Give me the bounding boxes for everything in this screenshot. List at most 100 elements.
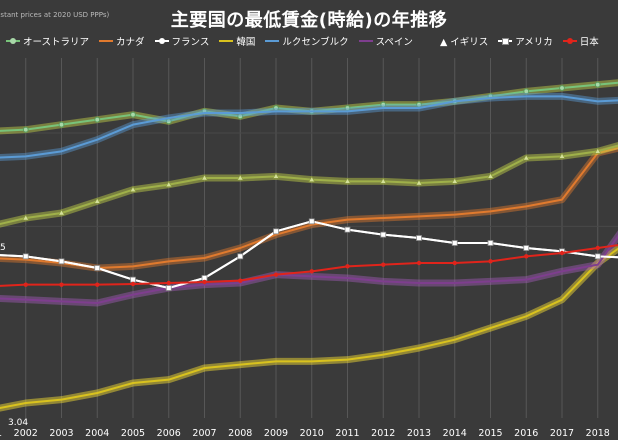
- series-glow: [0, 142, 618, 228]
- legend-swatch: [358, 40, 373, 42]
- x-tick-label: 2014: [443, 428, 467, 439]
- legend-item: スペイン: [358, 34, 413, 48]
- data-point: [381, 262, 386, 267]
- data-point: [308, 218, 315, 225]
- x-tick-label: 2016: [514, 428, 538, 439]
- data-point: [273, 272, 279, 277]
- data-point: [344, 226, 351, 233]
- data-point: [59, 282, 64, 287]
- chart-legend: オーストラリア カナダ フランス 韓国 ルクセンブルク スペイン ▲ イギリス アメリカ 日本: [6, 34, 618, 48]
- series-glow: [0, 92, 618, 162]
- data-point: [95, 282, 100, 287]
- x-tick-label: 2001: [0, 428, 2, 439]
- data-point: [22, 126, 29, 133]
- data-point: [451, 240, 458, 246]
- x-tick-label: 2011: [335, 428, 359, 439]
- data-point: [379, 177, 387, 184]
- data-point: [416, 260, 422, 266]
- data-point: [594, 147, 602, 154]
- annotation-label: 3.04: [8, 418, 28, 428]
- legend-item: 日本: [562, 34, 599, 48]
- data-point: [129, 186, 137, 192]
- data-point: [130, 281, 136, 287]
- x-tick-label: 2003: [49, 428, 73, 439]
- x-tick-label: 2017: [550, 428, 574, 439]
- data-point: [524, 254, 529, 259]
- x-tick-label: 2018: [586, 428, 610, 439]
- data-point: [487, 172, 494, 179]
- data-point: [94, 265, 101, 271]
- x-tick-label: 2004: [85, 428, 109, 439]
- legend-label: 韓国: [236, 37, 256, 48]
- series-3: [0, 244, 618, 412]
- data-point: [94, 116, 101, 123]
- data-point: [58, 258, 65, 265]
- data-point: [559, 250, 565, 256]
- data-point: [272, 172, 280, 179]
- legend-label: フランス: [171, 37, 210, 48]
- legend-item: カナダ: [99, 34, 145, 48]
- data-point: [415, 179, 423, 186]
- legend-swatch: [498, 38, 513, 45]
- data-point: [487, 240, 494, 246]
- data-point: [58, 121, 65, 128]
- data-point: [594, 253, 601, 260]
- data-point: [22, 214, 30, 221]
- legend-swatch: [562, 38, 577, 44]
- legend-label: 日本: [579, 37, 599, 48]
- data-point: [523, 88, 530, 95]
- data-point: [202, 279, 207, 285]
- x-tick-label: 2013: [407, 428, 431, 439]
- data-point: [58, 209, 65, 216]
- legend-item: ルクセンブルク: [265, 34, 349, 48]
- data-point: [166, 280, 171, 286]
- data-point: [237, 253, 244, 260]
- series-8: [0, 244, 618, 287]
- data-point: [22, 253, 29, 260]
- x-tick-label: 2005: [121, 428, 145, 439]
- series-line: [0, 95, 618, 159]
- legend-swatch: [265, 40, 280, 42]
- legend-label: ルクセンブルク: [282, 37, 349, 48]
- x-tick-label: 2012: [371, 428, 395, 439]
- data-point: [558, 152, 566, 159]
- series-6: [0, 142, 618, 228]
- chart-subtitle: nstant prices at 2020 USD PPPs): [0, 11, 110, 19]
- data-point: [344, 177, 351, 184]
- legend-item: オーストラリア: [6, 34, 89, 48]
- x-tick-label: 2008: [228, 428, 252, 439]
- legend-swatch: [219, 40, 234, 42]
- data-point: [308, 176, 316, 182]
- x-tick-label: 2006: [157, 428, 181, 439]
- data-point: [93, 197, 101, 204]
- series-glow: [0, 244, 618, 412]
- legend-label: オーストラリア: [23, 37, 90, 48]
- series-line: [0, 144, 618, 226]
- x-tick-label: 2002: [14, 428, 38, 439]
- data-point: [201, 174, 208, 181]
- series-4: [0, 92, 618, 162]
- data-point: [488, 259, 493, 264]
- data-point: [416, 235, 422, 241]
- data-point: [380, 231, 387, 238]
- x-tick-label: 2007: [192, 428, 216, 439]
- data-point: [594, 81, 601, 88]
- data-point: [23, 282, 28, 287]
- legend-label: アメリカ: [515, 37, 553, 48]
- annotation-label: 5: [0, 243, 6, 253]
- data-point: [165, 285, 172, 291]
- data-point: [201, 275, 208, 281]
- legend-swatch: [6, 38, 20, 44]
- legend-label: ▲ イギリス: [439, 37, 489, 48]
- x-tick-label: 2009: [264, 428, 288, 439]
- data-point: [451, 177, 459, 184]
- series-line: [0, 247, 618, 410]
- data-point: [309, 269, 314, 274]
- data-point: [130, 276, 136, 283]
- data-point: [238, 278, 243, 283]
- legend-item: ▲ イギリス: [423, 34, 488, 48]
- legend-item: 韓国: [219, 34, 255, 48]
- x-tick-label: 2015: [478, 428, 502, 439]
- data-point: [559, 85, 565, 91]
- data-point: [165, 181, 173, 187]
